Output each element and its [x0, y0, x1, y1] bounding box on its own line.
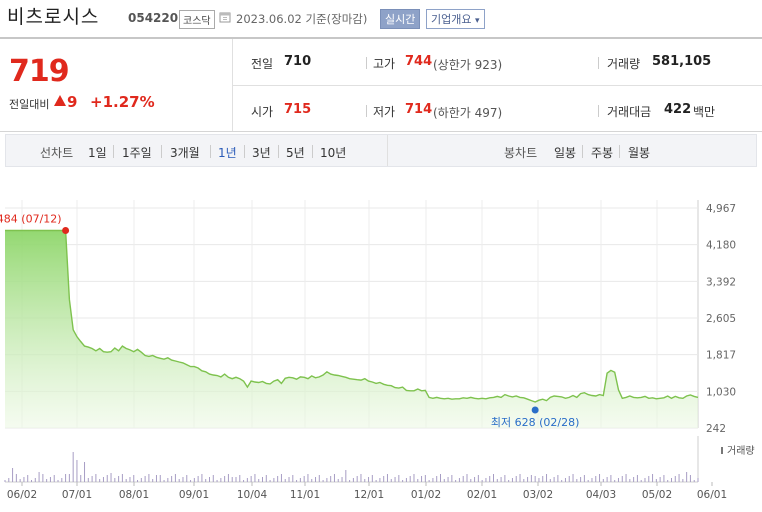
- lower-limit: (하한가 497): [433, 106, 503, 120]
- tab-weekly[interactable]: 주봉: [591, 146, 614, 160]
- prev-close-label: 전일: [251, 57, 274, 71]
- upper-limit: (상한가 923): [433, 58, 503, 72]
- price-summary-box: [0, 39, 762, 132]
- tab-1w[interactable]: 1주일: [122, 146, 152, 160]
- market-badge: 코스닥: [179, 10, 215, 29]
- high-value: 744: [405, 54, 433, 69]
- up-triangle-icon: [54, 95, 66, 106]
- high-label: 고가: [373, 57, 396, 71]
- stock-name: 비츠로시스: [7, 6, 100, 28]
- amount-label: 거래대금: [607, 105, 652, 119]
- x-tick-label: 11/01: [290, 489, 320, 501]
- x-tick-label: 01/02: [411, 489, 441, 501]
- volume-label: 거래량: [607, 57, 641, 71]
- x-tick-label: 10/04: [237, 489, 268, 501]
- tab-10y[interactable]: 10년: [320, 146, 347, 160]
- x-tick-label: 04/03: [586, 489, 616, 501]
- tab-daily[interactable]: 일봉: [554, 146, 577, 160]
- y-tick-label: 242: [706, 423, 726, 435]
- line-chart-label: 선차트: [40, 146, 74, 160]
- tab-separator: [244, 145, 245, 158]
- price-chart: 4,967 4,180 3,392 2,605 1,817 1,030 242 최고 4,4…: [0, 200, 755, 501]
- volume-value: 581,105: [652, 54, 712, 69]
- tab-1y[interactable]: 1년: [218, 146, 237, 160]
- tab-separator: [210, 145, 211, 158]
- change-value: 9: [67, 93, 78, 111]
- reference-date: 2023.06.02 기준(장마감): [236, 12, 368, 26]
- y-tick-label: 4,967: [706, 203, 736, 215]
- low-label: 저가: [373, 105, 396, 119]
- prev-close-value: 710: [284, 54, 312, 69]
- row-divider: [232, 85, 762, 86]
- realtime-button[interactable]: 실시간: [380, 9, 421, 29]
- x-tick-label: 07/01: [62, 489, 92, 501]
- volume-legend-label: 거래량: [727, 445, 755, 457]
- low-marker: [531, 406, 539, 414]
- company-overview-label: 기업개요: [431, 13, 472, 26]
- x-tick-label: 12/01: [354, 489, 384, 501]
- open-label: 시가: [251, 105, 274, 119]
- separator: [366, 105, 367, 117]
- x-tick-label: 09/01: [179, 489, 209, 501]
- tab-3y[interactable]: 3년: [252, 146, 271, 160]
- tab-3m[interactable]: 3개월: [170, 146, 200, 160]
- x-tick-label: 06/02: [7, 489, 37, 501]
- x-tick-label: 03/02: [523, 489, 553, 501]
- price-area: [5, 229, 699, 428]
- y-axis-ticks: 4,967 4,180 3,392 2,605 1,817 1,030 242: [706, 203, 736, 435]
- x-tick-label: 08/01: [119, 489, 149, 501]
- open-value: 715: [284, 102, 312, 117]
- tab-separator: [278, 145, 279, 158]
- amount-unit: 백만: [693, 105, 716, 119]
- price-line: [5, 229, 699, 403]
- chevron-down-icon: ▾: [474, 16, 480, 26]
- high-marker: [62, 226, 70, 234]
- current-price: 719: [9, 54, 70, 89]
- calendar-icon: [219, 12, 231, 23]
- tab-separator: [161, 145, 162, 158]
- tab-group-divider: [387, 135, 388, 166]
- tab-separator: [582, 145, 583, 158]
- separator: [366, 57, 367, 69]
- chart-tab-bar: [5, 134, 757, 167]
- stock-code: 054220: [128, 11, 179, 25]
- tab-separator: [312, 145, 313, 158]
- tab-separator: [619, 145, 620, 158]
- y-tick-label: 2,605: [706, 313, 736, 325]
- y-tick-label: 1,030: [706, 386, 736, 398]
- x-tick-label: 05/02: [642, 489, 672, 501]
- x-tick-label: 06/01: [697, 489, 727, 501]
- volume-legend-swatch: [721, 447, 723, 454]
- separator: [598, 105, 599, 117]
- tab-separator: [113, 145, 114, 158]
- change-label: 전일대비: [9, 98, 50, 111]
- tab-5y[interactable]: 5년: [286, 146, 305, 160]
- y-tick-label: 3,392: [706, 276, 736, 288]
- price-area-fill: [5, 230, 698, 428]
- separator: [598, 57, 599, 69]
- header-divider: [0, 37, 762, 39]
- candle-chart-label: 봉차트: [504, 146, 538, 160]
- low-value: 714: [405, 102, 433, 117]
- company-overview-button[interactable]: 기업개요 ▾: [426, 9, 485, 29]
- low-label: 최저 628 (02/28): [491, 416, 580, 429]
- high-label: 최고 4,484 (07/12): [0, 212, 62, 225]
- high-low-markers: 최고 4,484 (07/12) 최저 628 (02/28): [0, 212, 579, 429]
- y-tick-label: 1,817: [706, 350, 736, 362]
- x-tick-label: 02/01: [467, 489, 497, 501]
- volume-bars: 거래량: [4, 436, 755, 483]
- x-axis-ticks: 06/02 07/01 08/01 09/01 10/04 11/01 12/01 01/02…: [7, 482, 727, 501]
- y-tick-label: 4,180: [706, 240, 736, 252]
- amount-value: 422: [664, 102, 692, 117]
- change-percent: +1.27%: [90, 93, 155, 111]
- tab-monthly[interactable]: 월봉: [628, 146, 651, 160]
- tab-1d[interactable]: 1일: [88, 146, 107, 160]
